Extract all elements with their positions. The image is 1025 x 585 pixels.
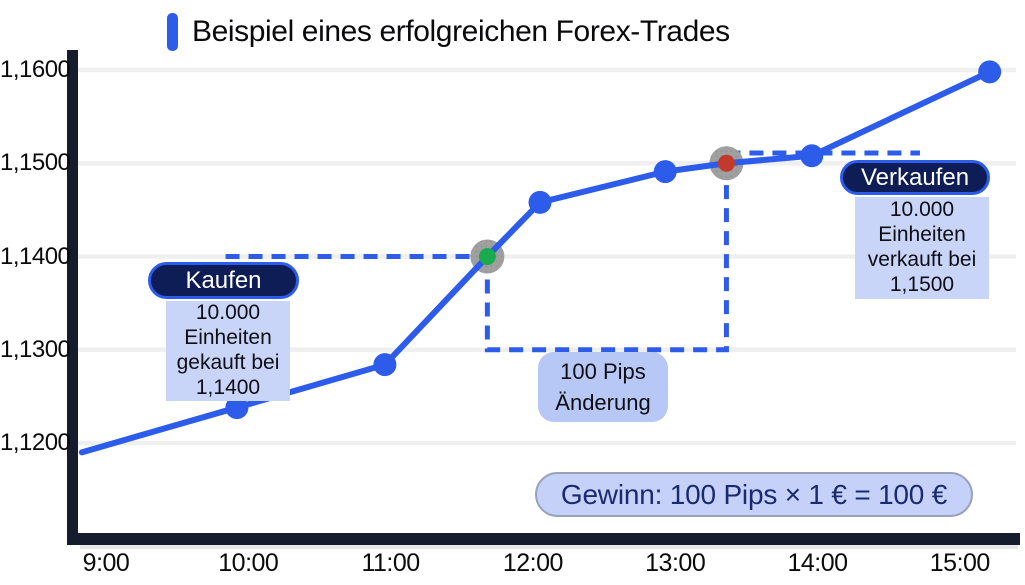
data-point-dot — [653, 160, 677, 184]
x-tick-label: 9:00 — [82, 549, 130, 577]
x-tick-label: 15:00 — [929, 549, 991, 577]
axis-shadow — [80, 545, 1018, 549]
x-tick-label: 10:00 — [218, 549, 279, 577]
title-accent-bar-icon — [167, 13, 178, 51]
y-tick-label: 1,1200 — [0, 429, 71, 456]
page-title: Beispiel eines erfolgreichen Forex-Trade… — [192, 15, 730, 48]
y-tick-label: 1,1300 — [0, 335, 71, 363]
buy-detail-box: 10.000 Einheiten gekauft bei 1,1400 — [166, 301, 290, 401]
profit-summary-pill: Gewinn: 100 Pips × 1 € = 100 € — [535, 472, 973, 517]
x-tick-label: 12:00 — [502, 549, 564, 577]
data-point-dot — [373, 353, 397, 377]
sell-detail-box: 10.000 Einheiten verkauft bei 1,1500 — [855, 197, 989, 299]
x-tick-label: 14:00 — [787, 549, 848, 577]
sell-point-dot — [717, 154, 735, 172]
buy-point-dot — [478, 248, 496, 265]
y-tick-label: 1,1400 — [0, 242, 71, 270]
buy-label-pill: Kaufen — [148, 262, 299, 299]
y-tick-label: 1,1500 — [0, 149, 71, 177]
y-axis — [67, 50, 78, 545]
x-tick-label: 13:00 — [645, 549, 706, 577]
chart-header: Beispiel eines erfolgreichen Forex-Trade… — [167, 13, 730, 51]
data-point-dot — [800, 144, 824, 168]
x-axis — [67, 533, 1020, 545]
data-point-dot — [225, 396, 249, 420]
data-point-dot — [978, 60, 1002, 84]
pips-bracket — [484, 163, 729, 353]
data-point-dot — [528, 190, 552, 214]
x-tick-label: 11:00 — [361, 549, 420, 577]
pips-change-label: 100 Pips Änderung — [538, 352, 668, 422]
sell-label-pill: Verkaufen — [840, 160, 990, 195]
y-tick-label: 1,1600 — [0, 56, 71, 83]
